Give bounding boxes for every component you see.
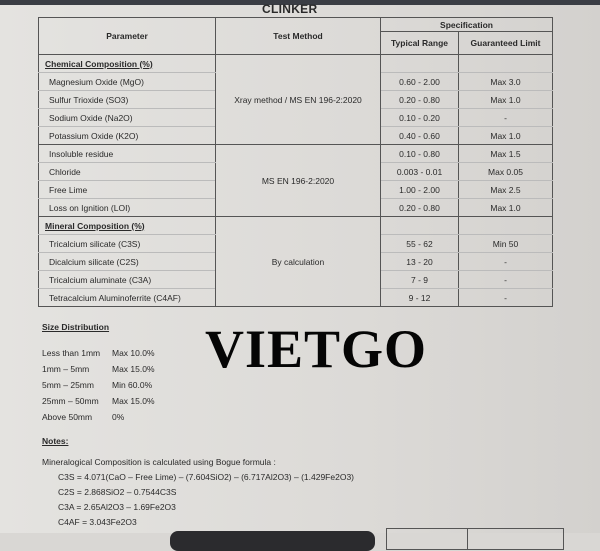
table-row: Chemical Composition (%) Xray method / MS… (38, 54, 553, 145)
guaranteed-limit-value: Min 50 (458, 234, 553, 253)
notes-intro: Mineralogical Composition is calculated … (42, 457, 276, 467)
table-row: Potassium Oxide (K2O) 0.40 - 0.60 Max 1.0 (38, 126, 553, 145)
screen-top-bar (0, 0, 600, 5)
parameter-name: Tricalcium aluminate (C3A) (38, 270, 216, 289)
guaranteed-limit-value: Max 1.0 (458, 198, 553, 217)
guaranteed-limit-empty (458, 54, 553, 73)
typical-range-value: 7 - 9 (380, 270, 459, 289)
table-row: Loss on Ignition (LOI) 0.20 - 0.80 Max 1.0 (38, 198, 553, 217)
parameter-name: Dicalcium silicate (C2S) (38, 252, 216, 271)
parameter-name: Magnesium Oxide (MgO) (38, 72, 216, 91)
table-row: Tricalcium aluminate (C3A) 7 - 9- (38, 270, 553, 289)
footer-info-box (386, 528, 564, 550)
guaranteed-limit-value: Max 3.0 (458, 72, 553, 91)
size-limit: Max 15.0% (112, 364, 155, 374)
parameter-name: Sulfur Trioxide (SO3) (38, 90, 216, 109)
typical-range-value: 9 - 12 (380, 288, 459, 307)
table-row: Sulfur Trioxide (SO3) 0.20 - 0.80 Max 1.0 (38, 90, 553, 109)
size-range: 1mm – 5mm (42, 364, 90, 374)
table-row: Insoluble residue MS EN 196-2:2020 0.10 - … (38, 144, 553, 217)
typical-range-value: 0.40 - 0.60 (380, 126, 459, 145)
size-limit: Max 15.0% (112, 396, 155, 406)
col-parameter: Parameter (38, 17, 216, 55)
size-row: 25mm – 50mm Max 15.0% (42, 393, 155, 409)
table-row: Magnesium Oxide (MgO) 0.60 - 2.00 Max 3.0 (38, 72, 553, 91)
table-row: Chloride 0.003 - 0.01 Max 0.05 (38, 162, 553, 181)
size-distribution-heading: Size Distribution (42, 322, 110, 332)
table-row: Tricalcium silicate (C3S) 55 - 62 Min 50 (38, 234, 553, 253)
guaranteed-limit-value: - (458, 252, 553, 271)
guaranteed-limit-value: Max 1.5 (458, 144, 553, 163)
table-row: Dicalcium silicate (C2S) 13 - 20- (38, 252, 553, 271)
notes-section: Notes: Mineralogical Composition is calc… (42, 436, 354, 530)
guaranteed-limit-value: - (458, 108, 553, 127)
group-heading: Chemical Composition (%) (38, 54, 216, 73)
typical-range-value: 0.20 - 0.80 (380, 198, 459, 217)
notes-heading: Notes: (42, 436, 69, 446)
bogue-formula: C3S = 4.071(CaO – Free Lime) – (7.604SiO… (58, 472, 354, 482)
typical-range-value: 1.00 - 2.00 (380, 180, 459, 199)
size-row: Above 50mm 0% (42, 409, 155, 425)
typical-range-value: 0.20 - 0.80 (380, 90, 459, 109)
guaranteed-limit-value: Max 2.5 (458, 180, 553, 199)
footer-dark-panel (170, 531, 375, 551)
test-method-value: By calculation (215, 216, 381, 307)
col-typical-range: Typical Range (380, 31, 459, 55)
bogue-formula: C4AF = 3.043Fe2O3 (58, 517, 137, 527)
table-row: Tetracalcium Aluminoferrite (C4AF) 9 - 12… (38, 288, 553, 307)
typical-range-value: 0.003 - 0.01 (380, 162, 459, 181)
size-distribution: Size Distribution Less than 1mm Max 10.0%… (42, 322, 155, 425)
guaranteed-limit-value: Max 1.0 (458, 126, 553, 145)
test-method-value: MS EN 196-2:2020 (215, 144, 381, 217)
guaranteed-limit-empty (458, 216, 553, 235)
parameter-name: Chloride (38, 162, 216, 181)
size-row: 5mm – 25mm Min 60.0% (42, 377, 155, 393)
col-specification: Specification (380, 17, 553, 32)
size-range: 25mm – 50mm (42, 396, 99, 406)
col-test-method: Test Method (215, 17, 381, 55)
typical-range-value: 13 - 20 (380, 252, 459, 271)
typical-range-value: 55 - 62 (380, 234, 459, 253)
typical-range-value: 0.10 - 0.20 (380, 108, 459, 127)
typical-range-value: 0.10 - 0.80 (380, 144, 459, 163)
parameter-name: Potassium Oxide (K2O) (38, 126, 216, 145)
size-range: Above 50mm (42, 412, 93, 422)
bogue-formula: C2S = 2.868SiO2 – 0.7544C3S (58, 487, 177, 497)
table-row: Mineral Composition (%) By calculation (38, 216, 553, 307)
size-limit: Min 60.0% (112, 380, 153, 390)
guaranteed-limit-value: Max 1.0 (458, 90, 553, 109)
parameter-name: Insoluble residue (38, 144, 216, 163)
parameter-name: Tetracalcium Aluminoferrite (C4AF) (38, 288, 216, 307)
table-row: Free Lime 1.00 - 2.00 Max 2.5 (38, 180, 553, 199)
col-guaranteed-limit: Guaranteed Limit (458, 31, 553, 55)
size-range: Less than 1mm (42, 348, 101, 358)
guaranteed-limit-value: Max 0.05 (458, 162, 553, 181)
typical-range-value: 0.60 - 2.00 (380, 72, 459, 91)
bogue-formula: C3A = 2.65Al2O3 – 1.69Fe2O3 (58, 502, 176, 512)
clinker-spec-table: Parameter Test Method Specification Typi… (38, 17, 553, 307)
size-range: 5mm – 25mm (42, 380, 94, 390)
typical-range-empty (380, 216, 459, 235)
vietgo-watermark: VIETGO (205, 319, 428, 379)
typical-range-empty (380, 54, 459, 73)
parameter-name: Free Lime (38, 180, 216, 199)
size-row: Less than 1mm Max 10.0% (42, 345, 155, 361)
size-row: 1mm – 5mm Max 15.0% (42, 361, 155, 377)
guaranteed-limit-value: - (458, 288, 553, 307)
size-limit: 0% (112, 412, 125, 422)
table-row: Sodium Oxide (Na2O) 0.10 - 0.20- (38, 108, 553, 127)
guaranteed-limit-value: - (458, 270, 553, 289)
parameter-name: Sodium Oxide (Na2O) (38, 108, 216, 127)
parameter-name: Tricalcium silicate (C3S) (38, 234, 216, 253)
document-title: CLINKER (262, 2, 318, 16)
size-limit: Max 10.0% (112, 348, 155, 358)
parameter-name: Loss on Ignition (LOI) (38, 198, 216, 217)
test-method-value: Xray method / MS EN 196-2:2020 (215, 54, 381, 145)
group-heading: Mineral Composition (%) (38, 216, 216, 235)
